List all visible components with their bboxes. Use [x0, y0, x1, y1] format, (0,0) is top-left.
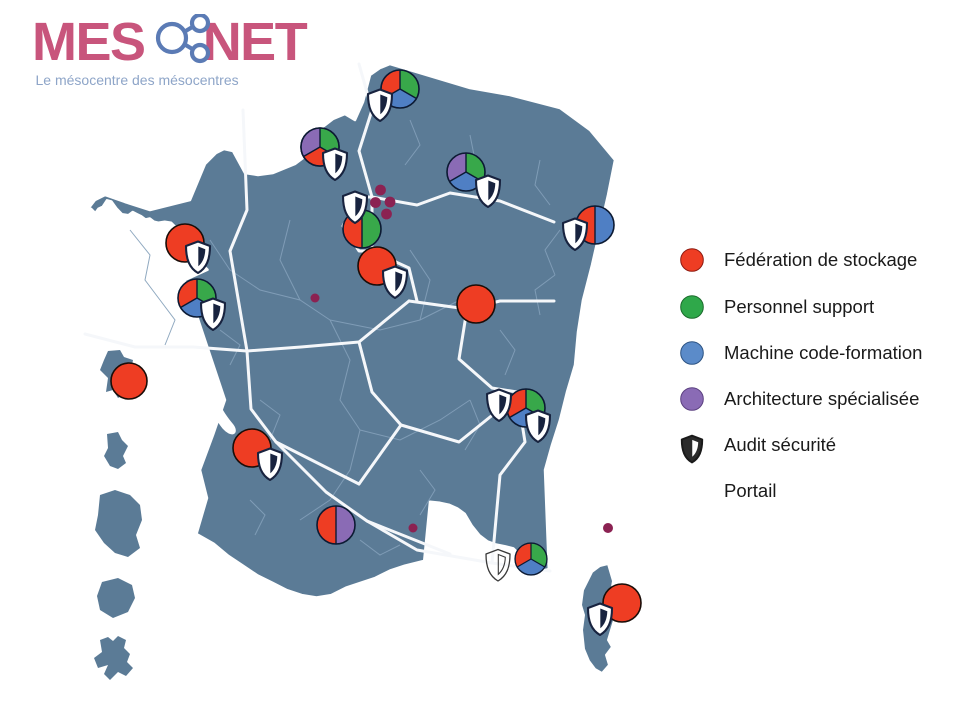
svg-text:Machine code-formation: Machine code-formation	[724, 342, 922, 363]
svg-text:Personnel support: Personnel support	[724, 296, 874, 317]
svg-text:Audit sécurité: Audit sécurité	[724, 434, 836, 455]
svg-text:Fédération de stockage: Fédération de stockage	[724, 249, 917, 270]
svg-text:Architecture spécialisée: Architecture spécialisée	[724, 388, 919, 409]
svg-text:Portail: Portail	[724, 480, 776, 501]
